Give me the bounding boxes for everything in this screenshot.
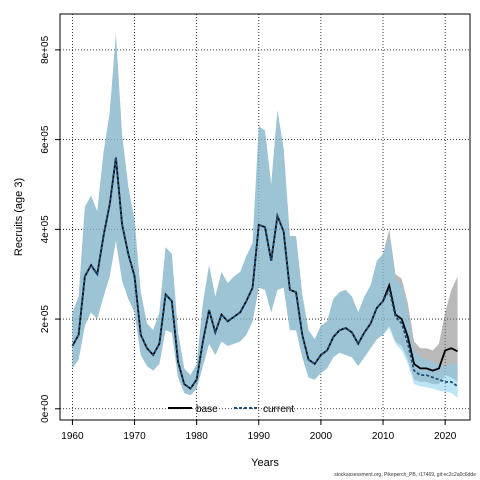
series-line-current [71, 157, 459, 390]
x-tick-label: 1990 [248, 431, 271, 442]
x-tick-label: 2010 [372, 431, 395, 442]
x-tick-label: 1960 [61, 431, 84, 442]
legend-label-current: current [263, 404, 294, 415]
legend-label-base: base [196, 404, 218, 415]
y-tick-label: 4e+05 [40, 215, 51, 244]
x-tick-label: 1970 [123, 431, 146, 442]
y-axis-title: Recruits (age 3) [13, 178, 25, 256]
x-tick-label: 2000 [310, 431, 333, 442]
y-tick-label: 0e+00 [40, 394, 51, 423]
x-tick-label: 1980 [186, 431, 209, 442]
legend: base current [168, 404, 294, 415]
y-tick-label: 8e+05 [40, 35, 51, 64]
footnote: stockassessment.org, Pikeperch_PB, r1746… [334, 472, 476, 478]
series-lines [71, 157, 459, 390]
confidence-band-current [72, 34, 458, 398]
y-axis: 0e+00 2e+05 4e+05 6e+05 8e+05 [40, 35, 60, 423]
x-tick-label: 2020 [434, 431, 457, 442]
x-axis-title: Years [251, 457, 279, 469]
y-tick-label: 2e+05 [40, 305, 51, 334]
confidence-bands [72, 34, 458, 398]
y-tick-label: 6e+05 [40, 125, 51, 154]
x-axis: 1960 1970 1980 1990 2000 2010 2020 [61, 420, 457, 442]
plot-frame [59, 13, 471, 421]
